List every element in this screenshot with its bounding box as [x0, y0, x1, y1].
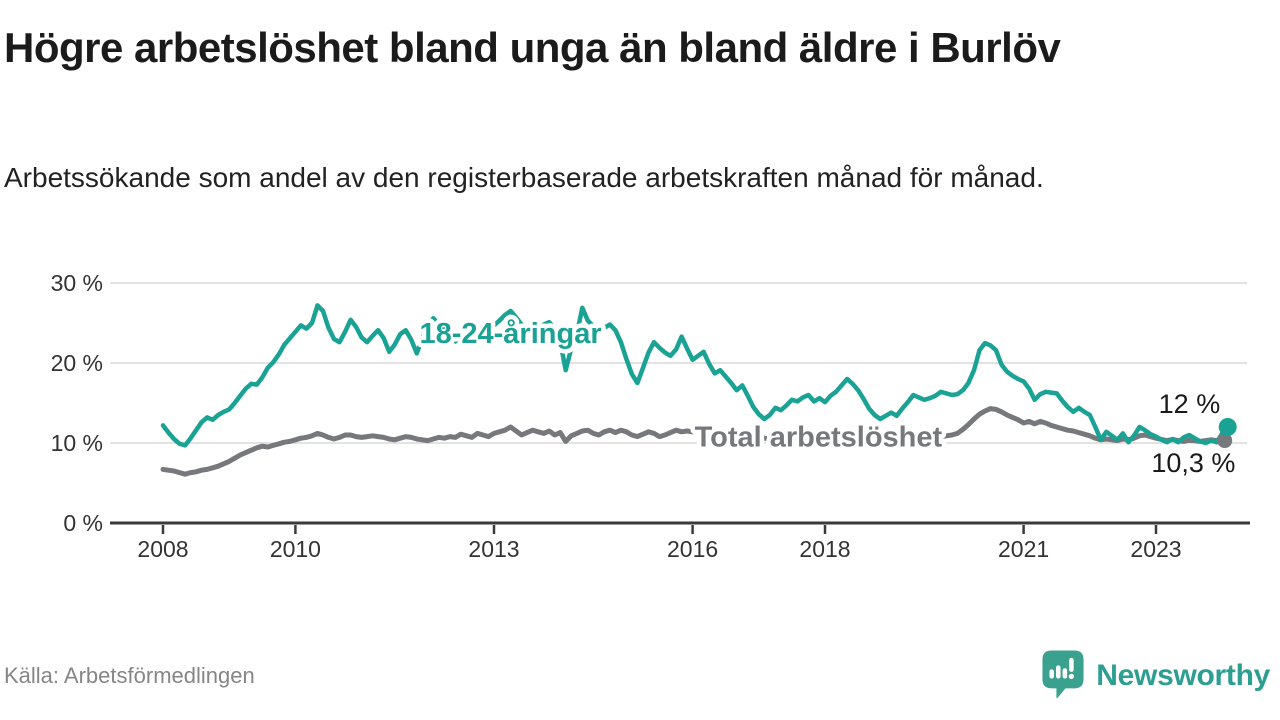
x-axis-label: 2023: [1130, 536, 1181, 562]
x-axis-label: 2013: [468, 536, 519, 562]
x-axis-label: 2008: [137, 536, 188, 562]
x-axis-label: 2018: [799, 536, 850, 562]
x-axis-label: 2010: [270, 536, 321, 562]
newsworthy-wordmark: Newsworthy: [1096, 659, 1270, 692]
y-axis-label: 20 %: [51, 350, 103, 376]
series-label-youth: 18-24-åringar: [419, 318, 601, 350]
value-label-total: 10,3 %: [1151, 448, 1235, 478]
footer: Källa: Arbetsförmedlingen Newsworthy: [4, 645, 1270, 707]
series-label-total: Total arbetslöshet: [695, 421, 943, 453]
source-text: Källa: Arbetsförmedlingen: [4, 663, 255, 688]
value-label-youth: 12 %: [1159, 389, 1221, 419]
chart-subtitle: Arbetssökande som andel av den registerb…: [4, 162, 1044, 193]
y-axis-label: 0 %: [63, 510, 103, 536]
chart-title: Högre arbetslöshet bland unga än bland ä…: [4, 24, 1061, 71]
y-axis-label: 30 %: [51, 270, 103, 296]
y-axis-label: 10 %: [51, 430, 103, 456]
end-dot-total: [1217, 433, 1233, 449]
end-dot-youth: [1218, 418, 1237, 436]
x-axis-label: 2016: [667, 536, 718, 562]
newsworthy-logo-icon: [1042, 650, 1084, 699]
x-axis-label: 2021: [998, 536, 1049, 562]
series-line-youth: [160, 303, 1230, 448]
series-line-total: [160, 406, 1231, 477]
newsworthy-brand: Newsworthy: [1040, 648, 1270, 704]
